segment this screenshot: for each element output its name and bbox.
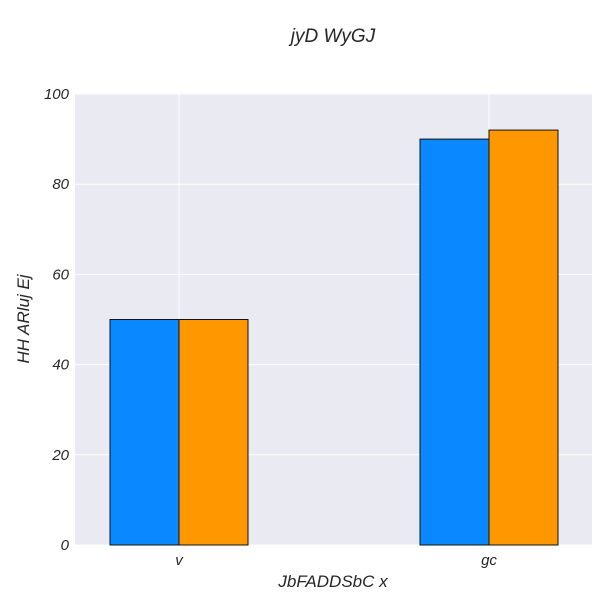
y-tick-labels: 0 20 40 60 80 100: [44, 86, 70, 554]
y-tick-label: 0: [61, 537, 70, 554]
bar-v-series-1: [109, 319, 180, 546]
y-tick-label: 80: [52, 176, 69, 193]
bar-gc-series-2: [488, 129, 559, 546]
bars: [109, 129, 559, 546]
y-tick-label: 40: [52, 357, 69, 374]
y-tick-label: 20: [51, 447, 69, 464]
y-tick-label: 60: [52, 266, 69, 283]
x-axis-label: JbFADDSbC x: [277, 572, 388, 591]
y-tick-label: 100: [44, 86, 70, 103]
x-tick-labels: v gc: [175, 552, 497, 569]
bar-gc-series-1: [419, 138, 490, 546]
x-tick-label: v: [175, 552, 184, 569]
bar-v-series-2: [178, 319, 249, 546]
y-axis-label: HH ARluj Ej: [14, 273, 33, 363]
x-tick-label: gc: [481, 552, 497, 569]
chart-title: jyD WyGJ: [288, 26, 376, 47]
